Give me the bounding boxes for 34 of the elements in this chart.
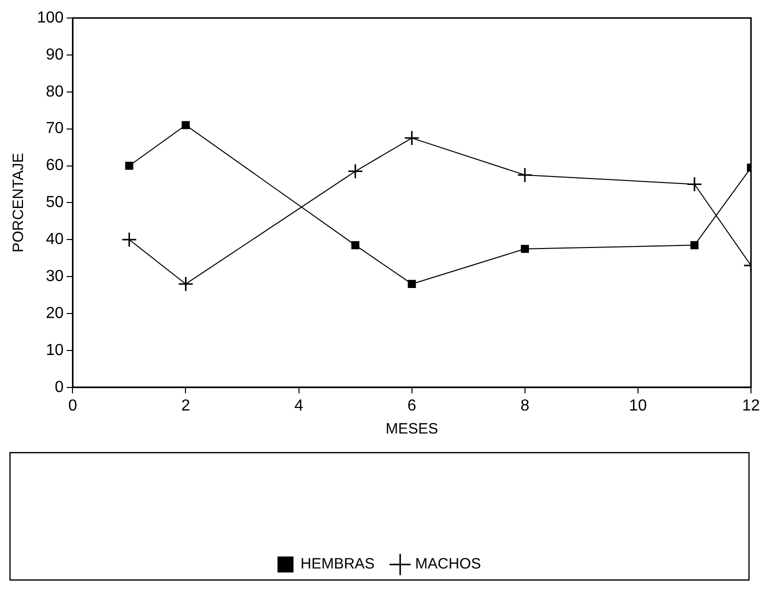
- legend-label: HEMBRAS: [300, 556, 375, 573]
- point: [121, 232, 137, 248]
- y-tick-label: 100: [36, 9, 64, 26]
- point: [178, 276, 194, 292]
- point: [348, 164, 364, 180]
- point: [517, 167, 533, 183]
- y-tick-label: 80: [46, 83, 64, 100]
- point: [686, 176, 702, 192]
- point: [125, 162, 134, 170]
- x-tick-label: 4: [294, 397, 304, 414]
- x-axis-title: MESES: [386, 420, 438, 438]
- x-tick-label: 12: [742, 397, 760, 414]
- point: [690, 241, 699, 250]
- x-tick-label: 10: [629, 397, 647, 414]
- point: [351, 241, 360, 250]
- x-tick-label: 0: [68, 397, 78, 414]
- legend-label: MACHOS: [415, 556, 482, 573]
- point: [182, 121, 190, 130]
- point: [404, 130, 420, 146]
- y-tick-label: 20: [46, 304, 64, 322]
- y-tick-label: 30: [46, 268, 64, 285]
- y-tick-label: 50: [46, 194, 64, 212]
- y-tick-label: 10: [46, 342, 64, 359]
- x-tick-label: 2: [181, 397, 190, 414]
- x-tick-label: 8: [520, 397, 530, 414]
- point: [408, 280, 416, 288]
- y-axis-title: PORCENTAJE: [10, 152, 28, 253]
- x-tick-label: 6: [407, 397, 416, 414]
- point: [520, 244, 529, 253]
- y-tick-label: 70: [46, 120, 64, 138]
- y-tick-label: 60: [46, 157, 64, 174]
- y-tick-label: 40: [46, 231, 64, 248]
- y-tick-label: 0: [54, 378, 64, 396]
- y-tick-label: 90: [46, 46, 64, 64]
